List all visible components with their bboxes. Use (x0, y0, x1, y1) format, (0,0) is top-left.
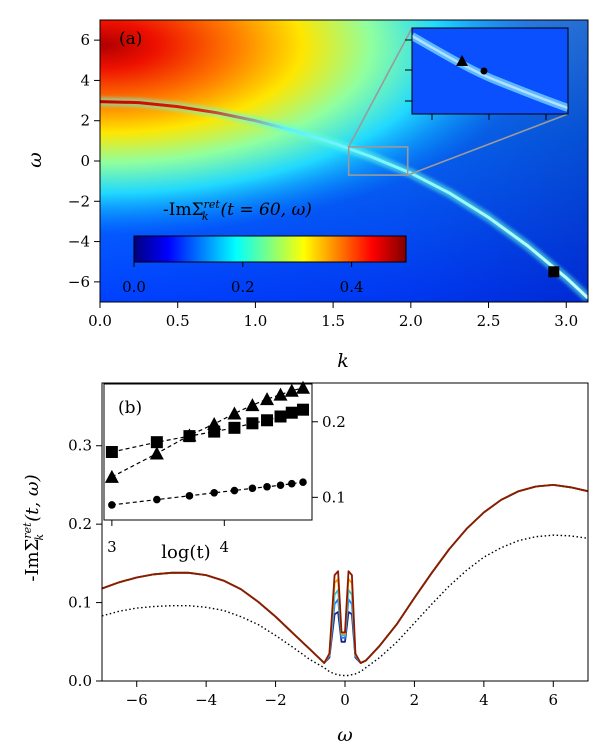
panel-b-ylabel: -ImΣretk(t, ω) (21, 474, 46, 581)
inset-triangle-point (260, 392, 275, 406)
inset-square-point (285, 406, 298, 419)
inset-circle-point (263, 482, 271, 491)
y-tick-label: 0.3 (68, 437, 92, 455)
panel-a-ylabel: ω (24, 152, 46, 168)
inset-triangle-point (227, 406, 242, 420)
y-tick-label: −4 (68, 233, 90, 251)
heatmap-inset (405, 27, 569, 120)
y-tick-label: 0.0 (68, 672, 92, 690)
inset-line-circles (111, 481, 304, 506)
inset-circle-point (108, 501, 116, 509)
inset-triangle-marker (456, 55, 468, 66)
colorbar: -ImΣret k (t = 60, ω) 0.0 0.2 0.4 (122, 198, 407, 296)
inset-triangle-point (245, 398, 260, 412)
x-tick-label: 2.5 (477, 312, 501, 330)
x-tick-label: 2.0 (399, 312, 423, 330)
inset-circle-marker (480, 67, 488, 75)
inset-circle-point (287, 479, 296, 488)
inset-circle-point (276, 481, 285, 490)
inset-triangle-point (284, 383, 299, 397)
panel-a-label: (a) (119, 29, 142, 49)
y-tick-label: −6 (68, 273, 90, 291)
y-tick-label: 0.2 (68, 515, 92, 533)
x-tick-label: 0.5 (166, 312, 190, 330)
panel-a-xlabel: k (337, 350, 349, 372)
inset-right-y-tick-label: 0.2 (322, 413, 346, 431)
series-line-darkred (102, 484, 588, 664)
inset-right-y-tick-label: 0.1 (322, 488, 346, 506)
inset-triangle-point (104, 469, 119, 483)
y-tick-label: 0.1 (68, 594, 92, 612)
y-tick-label: −2 (68, 192, 90, 210)
inset-line-triangles (111, 387, 304, 478)
panel-b-label: (b) (118, 398, 142, 418)
panel-b: −6 −4 −2 0 2 4 60.00.10.20.3 ω -ImΣretk(t, ω) … (21, 380, 589, 746)
colorbar-tick-label: 0.0 (122, 278, 146, 296)
x-tick-label: 3.0 (554, 312, 578, 330)
x-tick-label: 1.5 (321, 312, 345, 330)
x-tick-label: 1.0 (243, 312, 267, 330)
square-marker (548, 266, 560, 278)
inset-square-point (228, 421, 241, 434)
inset-square-point (297, 403, 310, 416)
inset-circle-point (299, 478, 307, 487)
inset-frame (103, 383, 313, 521)
x-tick-label: 2 (410, 691, 420, 709)
x-tick-label: 0.0 (88, 312, 112, 330)
colorbar-gradient (133, 235, 407, 263)
series-line-dotted (102, 534, 588, 677)
x-tick-label: 6 (549, 691, 559, 709)
y-tick-label: 2 (80, 112, 90, 130)
inset-circle-point (185, 492, 194, 500)
inset-xlabel: log(t) (161, 542, 210, 563)
x-tick-label: 0 (340, 691, 350, 709)
x-tick-label: 4 (479, 691, 489, 709)
inset-triangle-point (273, 387, 288, 401)
colorbar-tick-label: 0.4 (340, 278, 364, 296)
inset-triangle-point (296, 380, 311, 394)
zoom-connector-top (347, 27, 413, 148)
zoom-box (347, 146, 409, 176)
inset-square-point (261, 414, 274, 427)
colorbar-tick-label: 0.2 (231, 278, 255, 296)
inset-square-point (274, 410, 287, 423)
inset-circle-point (248, 484, 257, 493)
y-tick-label: 4 (80, 71, 90, 89)
panel-b-xlabel: ω (337, 724, 353, 746)
inset-circle-point (210, 489, 218, 497)
inset-triangle-point (182, 428, 197, 442)
dispersion-ridge (100, 100, 588, 300)
inset-triangle-point (207, 417, 222, 431)
inset-square-point (150, 436, 163, 449)
inset-square-point (246, 417, 259, 430)
colorbar-label: -ImΣret k (t = 60, ω) (163, 198, 312, 223)
inset-square-point (105, 446, 118, 458)
inset-x-tick-label: 3 (107, 538, 117, 556)
inset-x-tick-label: 4 (220, 538, 230, 556)
x-tick-label: −6 (126, 691, 148, 709)
y-tick-label: 6 (80, 31, 90, 49)
inset-triangle-point (149, 446, 164, 460)
y-tick-label: 0 (80, 152, 90, 170)
inset-circle-point (153, 495, 161, 504)
panel-b-inset: 3 4 0.1 0.2 (b) log(t) (103, 380, 346, 563)
zoom-connector-bottom (407, 113, 569, 176)
x-tick-label: −2 (265, 691, 287, 709)
panel-a: (a) -ImΣret k (t = 60, ω) 0.0 0.2 0.4 0.0 0.5… (24, 19, 589, 372)
inset-circle-point (230, 486, 239, 495)
x-tick-label: −4 (195, 691, 217, 709)
